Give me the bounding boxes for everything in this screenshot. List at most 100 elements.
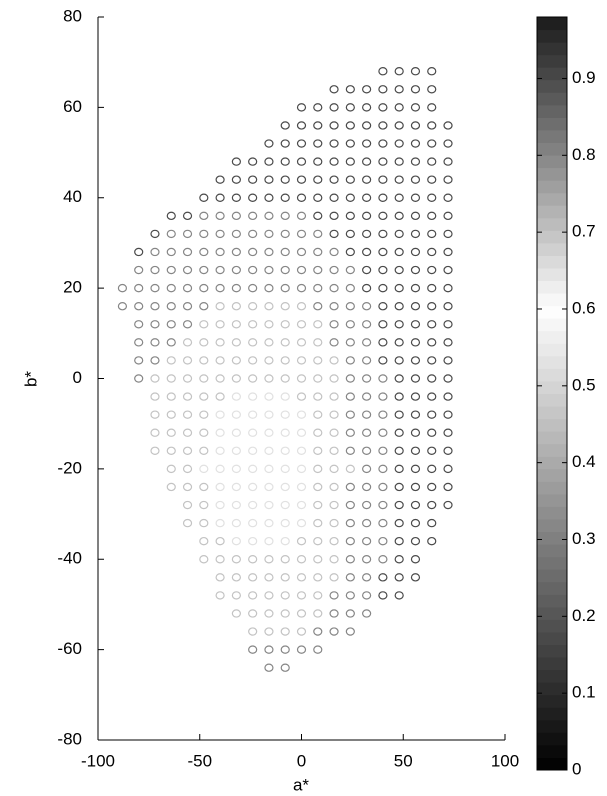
point xyxy=(362,428,372,437)
point xyxy=(117,302,128,311)
point xyxy=(427,356,437,365)
point xyxy=(329,247,339,257)
point xyxy=(264,338,274,347)
point xyxy=(394,320,404,329)
point xyxy=(394,482,404,492)
x-tick-label: -50 xyxy=(187,751,212,770)
point xyxy=(264,302,274,311)
colorbar-band xyxy=(537,305,567,319)
point xyxy=(378,392,388,401)
point xyxy=(378,193,388,202)
point xyxy=(427,500,437,510)
point xyxy=(313,645,323,654)
colorbar-frame xyxy=(536,16,568,771)
point xyxy=(264,555,274,564)
point xyxy=(345,555,355,564)
point xyxy=(329,283,339,293)
point xyxy=(199,338,209,347)
point xyxy=(248,320,258,329)
point xyxy=(410,139,421,148)
point xyxy=(345,229,355,239)
point xyxy=(182,265,193,275)
point xyxy=(362,121,372,130)
point xyxy=(410,67,421,76)
point xyxy=(362,283,372,293)
point xyxy=(394,410,404,419)
point xyxy=(394,157,404,166)
point xyxy=(345,85,355,94)
point xyxy=(182,283,193,293)
point xyxy=(329,85,339,94)
point xyxy=(378,67,388,76)
point xyxy=(329,464,339,474)
point xyxy=(427,392,437,401)
point xyxy=(345,338,355,347)
point xyxy=(248,555,258,564)
point xyxy=(345,591,355,600)
colorbar-band xyxy=(537,180,567,194)
point xyxy=(329,229,339,239)
point xyxy=(215,229,225,239)
point xyxy=(427,229,437,239)
point xyxy=(182,320,193,329)
point xyxy=(248,229,258,239)
colorbar-band xyxy=(537,293,567,307)
point xyxy=(329,392,339,401)
point xyxy=(150,428,160,437)
point xyxy=(264,374,274,383)
point xyxy=(231,591,241,600)
point xyxy=(182,247,193,257)
point xyxy=(248,211,258,221)
point xyxy=(215,573,225,582)
point xyxy=(248,157,258,166)
point xyxy=(394,229,404,239)
point xyxy=(443,374,453,383)
point xyxy=(378,103,388,112)
point xyxy=(264,320,274,329)
point xyxy=(280,627,290,636)
point xyxy=(313,482,323,492)
point xyxy=(182,428,193,437)
point xyxy=(248,374,258,383)
point xyxy=(231,374,241,383)
point xyxy=(394,67,404,76)
point xyxy=(427,302,437,311)
point xyxy=(345,320,355,329)
point xyxy=(362,555,372,564)
point xyxy=(182,500,193,510)
point xyxy=(443,428,453,437)
point xyxy=(313,320,323,329)
colorbar-band xyxy=(537,431,567,445)
point xyxy=(150,302,160,311)
point xyxy=(264,536,274,546)
point xyxy=(215,320,225,329)
point xyxy=(313,428,323,437)
point xyxy=(410,500,421,510)
point xyxy=(182,392,193,401)
y-tick-label: 20 xyxy=(63,278,82,297)
colorbar-band xyxy=(537,205,567,219)
point xyxy=(134,302,144,311)
point xyxy=(215,464,225,474)
point xyxy=(362,320,372,329)
point xyxy=(248,500,258,510)
colorbar-band xyxy=(537,569,567,583)
point xyxy=(215,518,225,528)
point xyxy=(280,663,290,672)
point xyxy=(378,265,388,275)
point xyxy=(248,482,258,492)
colorbar-band xyxy=(537,393,567,407)
point xyxy=(443,338,453,347)
point xyxy=(296,103,307,112)
point xyxy=(264,663,274,672)
point xyxy=(313,265,323,275)
point xyxy=(215,500,225,510)
point xyxy=(394,392,404,401)
point xyxy=(280,265,290,275)
point xyxy=(264,464,274,474)
point xyxy=(296,518,307,528)
point xyxy=(215,356,225,365)
point xyxy=(378,338,388,347)
point xyxy=(345,482,355,492)
